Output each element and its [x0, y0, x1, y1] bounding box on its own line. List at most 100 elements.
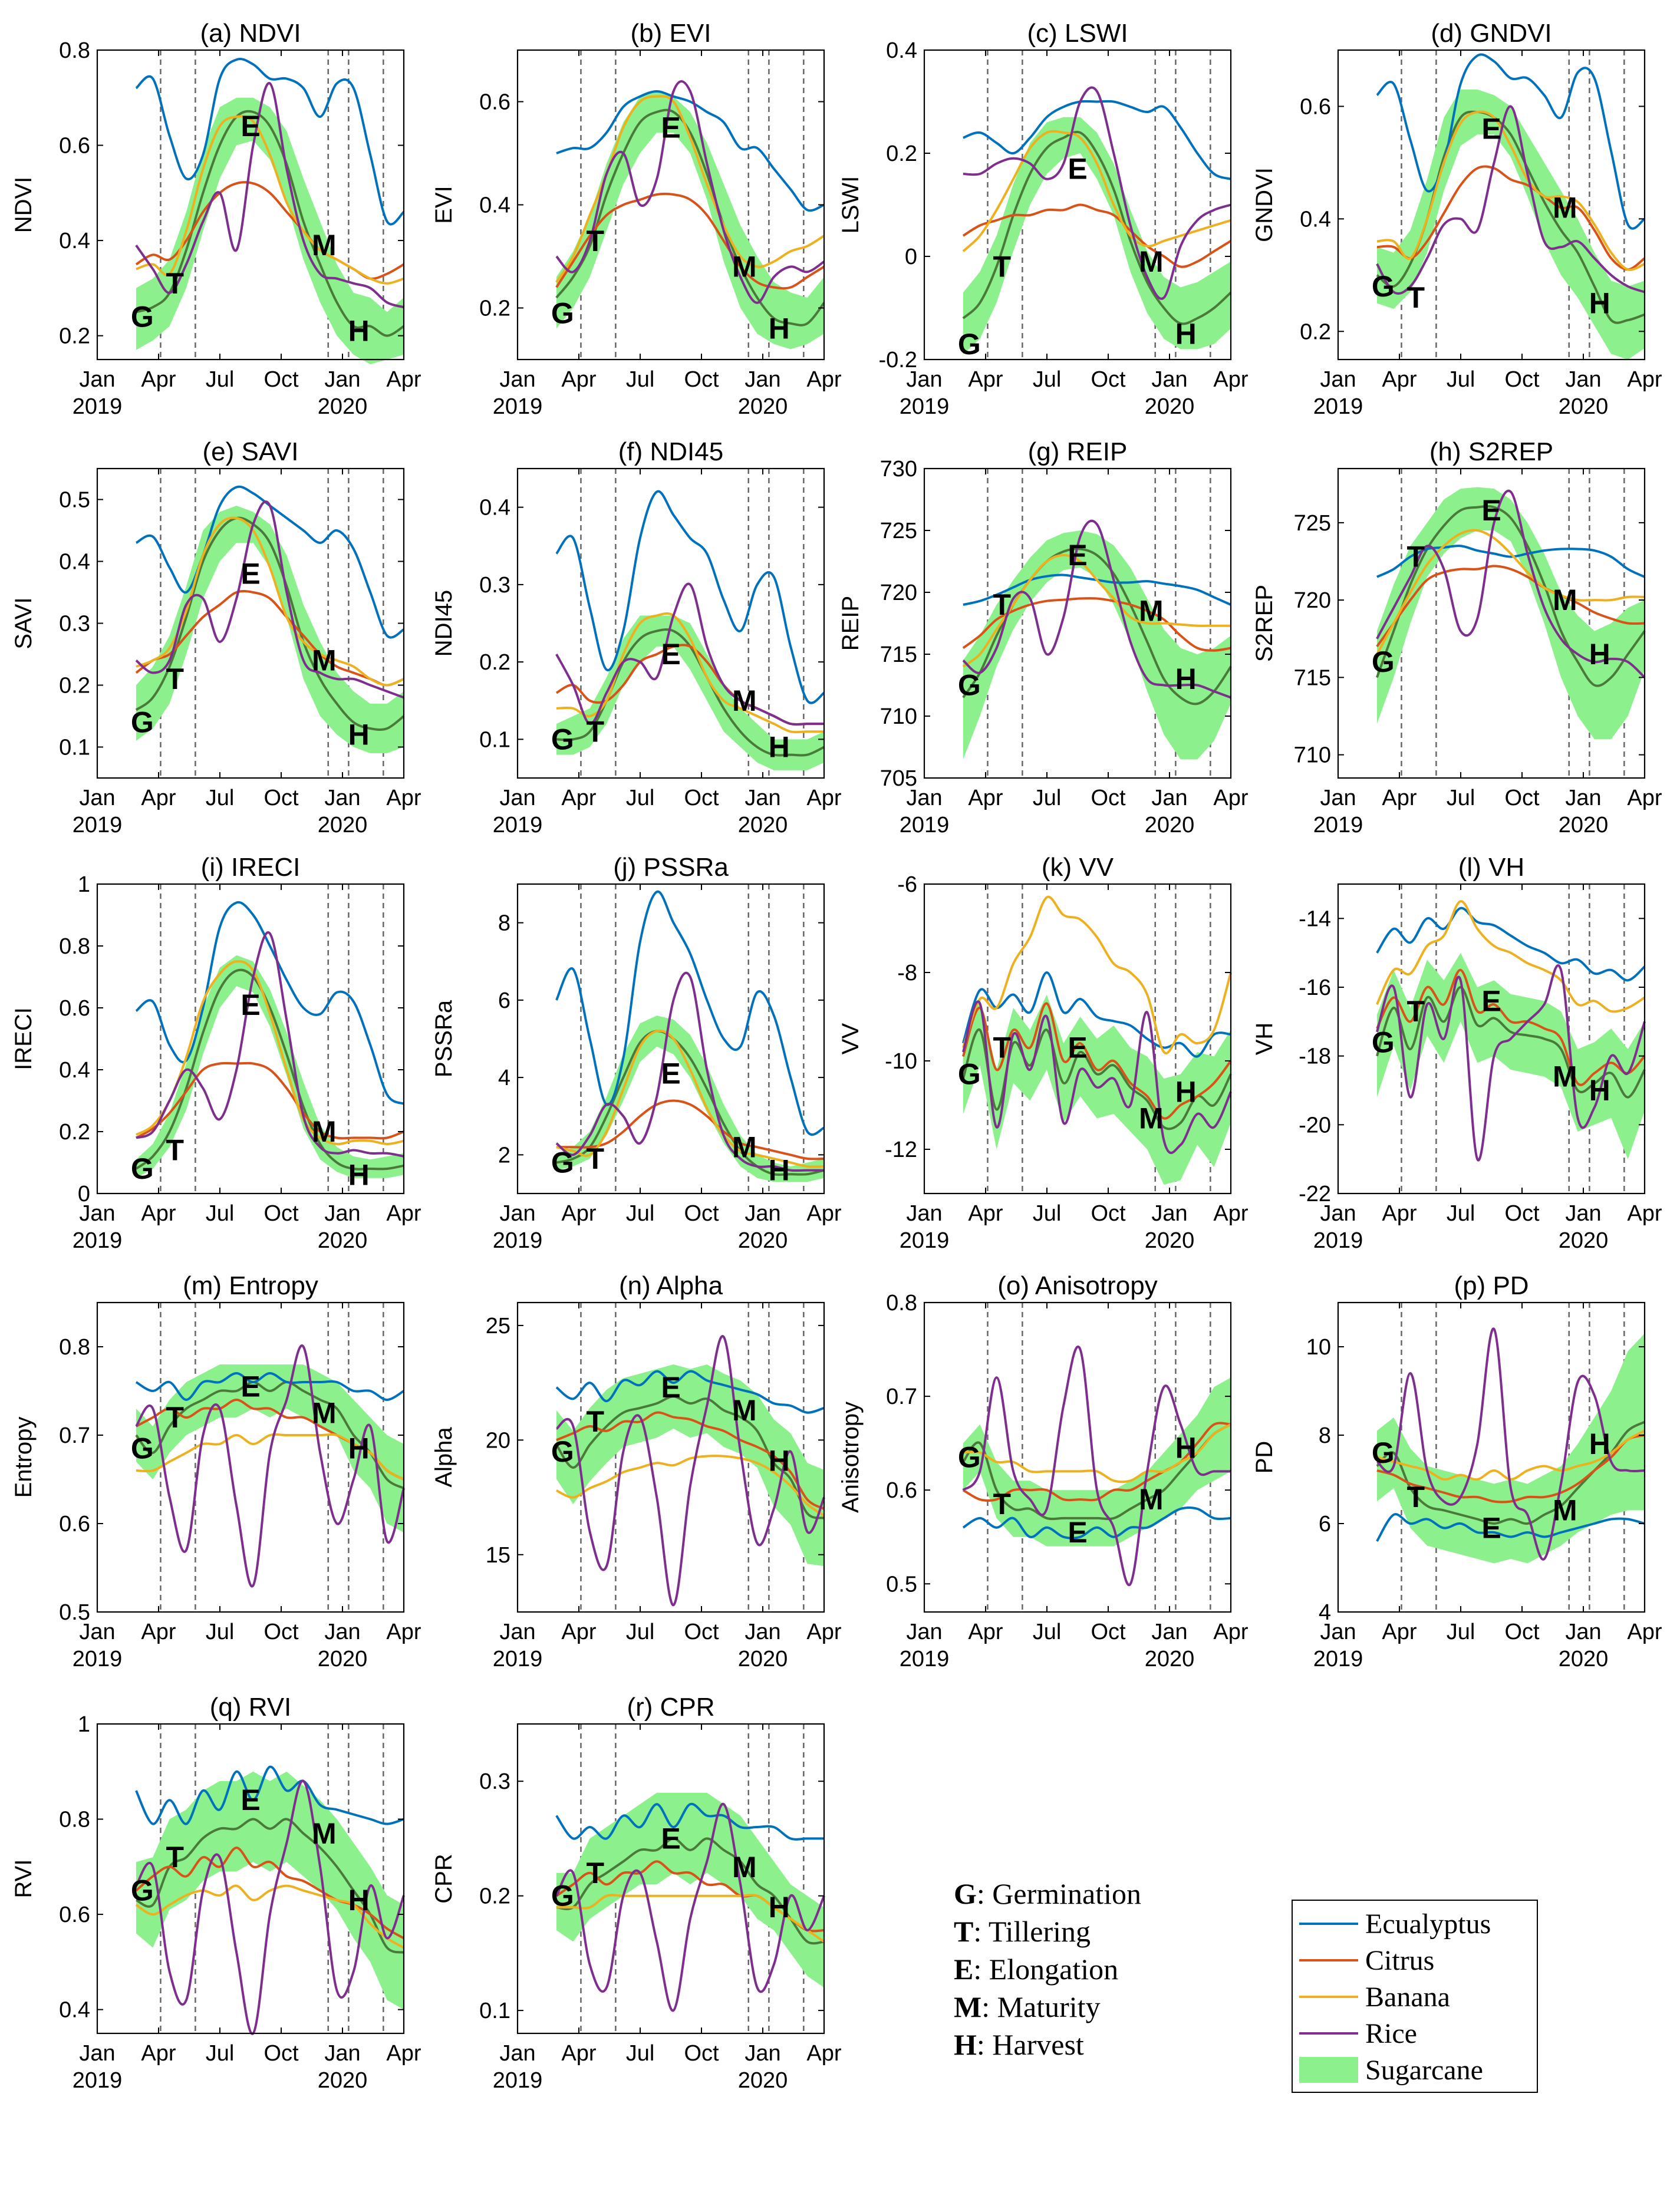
subplot-r: GT E MH 0.1 0.2 0.3 Jan Apr Jul Oct Jan Apr 2019 2020… — [431, 1693, 842, 2093]
x-year-label: 2020 — [318, 2068, 368, 2093]
axes-frame — [1337, 883, 1646, 1195]
sugarcane-range-band — [136, 1771, 404, 2010]
y-tick-label: 6 — [1319, 1512, 1331, 1537]
legend-swatch-sugarcane — [1299, 2057, 1358, 2083]
x-tick-label: Apr — [561, 1201, 596, 1226]
banana-line — [556, 1455, 825, 1517]
x-tick-label: Jul — [1447, 786, 1475, 810]
ecualyptus-line — [555, 1802, 824, 1841]
sugarcane-range-band — [556, 1792, 824, 1988]
y-tick-label: 8 — [1319, 1423, 1331, 1448]
x-tick-label: Apr — [386, 1201, 421, 1226]
y-tick-label: 20 — [486, 1428, 510, 1453]
x-year-label: 2019 — [73, 394, 123, 419]
rice-line — [961, 1000, 1232, 1154]
stage-key-item: H: Harvest — [954, 2028, 1084, 2061]
stage-label-G: G — [1372, 1026, 1395, 1059]
x-tick-label: Jul — [1447, 1620, 1475, 1644]
x-tick-label: Jan — [79, 786, 115, 810]
rice-line — [555, 971, 824, 1172]
x-tick-label: Apr — [968, 367, 1003, 392]
ecualyptus-line — [555, 490, 825, 704]
stage-label-T: T — [586, 715, 604, 748]
x-year-label: 2019 — [73, 813, 123, 838]
subplot-title: (p) PD — [1454, 1271, 1529, 1300]
axes-frame — [96, 883, 405, 1195]
citrus-line — [556, 1411, 825, 1510]
subplot-m: GT E MH 0.5 0.6 0.7 0.8 Jan Apr Jul Oct Jan Apr 2019 2… — [11, 1271, 421, 1671]
stage-label-G: G — [1372, 645, 1395, 678]
y-tick-label: 0.7 — [886, 1384, 917, 1409]
y-tick-label: -0.2 — [879, 348, 917, 372]
axes-frame — [96, 49, 405, 361]
subplot-title: (k) VV — [1042, 853, 1114, 882]
stage-label-H: H — [1589, 287, 1610, 320]
sugarcane-mean-line — [556, 1030, 825, 1176]
x-year-label: 2020 — [1145, 1228, 1195, 1253]
x-tick-label: Jan — [1151, 367, 1187, 392]
x-year-label: 2019 — [1313, 813, 1363, 838]
stage-label-H: H — [1175, 1076, 1197, 1109]
x-tick-label: Apr — [386, 786, 421, 810]
x-year-label: 2020 — [738, 1647, 788, 1671]
stage-key-letter: T — [954, 1915, 973, 1948]
stage-key-item: E: Elongation — [954, 1953, 1118, 1986]
sugarcane-mean-line — [962, 130, 1232, 325]
x-year-label: 2020 — [1559, 1647, 1609, 1671]
stage-label-M: M — [732, 1130, 757, 1163]
x-tick-label: Jul — [206, 367, 235, 392]
y-tick-label: 0.6 — [59, 1512, 90, 1537]
subplot-title: (l) VH — [1458, 853, 1524, 882]
x-tick-label: Jan — [745, 1201, 780, 1226]
ecualyptus-line — [961, 971, 1231, 1058]
x-tick-label: Jul — [1447, 367, 1475, 392]
y-tick-label: 0.4 — [59, 550, 90, 575]
banana-line — [963, 1423, 1231, 1483]
stage-label-H: H — [348, 1884, 370, 1917]
x-tick-label: Jan — [79, 2041, 115, 2066]
y-tick-label: -10 — [885, 1049, 917, 1074]
stage-label-M: M — [312, 1397, 337, 1430]
x-tick-label: Jan — [499, 2041, 535, 2066]
legend-label-banana: Banana — [1365, 1982, 1450, 2013]
banana-line — [555, 95, 825, 283]
stage-label-E: E — [1068, 152, 1087, 185]
x-year-label: 2020 — [738, 394, 788, 419]
y-tick-label: 10 — [1306, 1335, 1331, 1360]
stage-key-description: : Harvest — [977, 2028, 1084, 2061]
stage-label-M: M — [732, 684, 757, 717]
stage-label-G: G — [131, 1874, 154, 1907]
x-year-label: 2019 — [493, 1228, 543, 1253]
x-tick-label: Jul — [626, 786, 655, 810]
sugarcane-mean-line — [555, 108, 825, 327]
subplot-title: (j) PSSRa — [613, 853, 729, 882]
y-tick-label: 0.2 — [59, 674, 90, 698]
x-year-label: 2020 — [1559, 1228, 1609, 1253]
sugarcane-range-band — [963, 1377, 1231, 1547]
ecualyptus-line — [963, 100, 1231, 180]
x-tick-label: Jan — [79, 1201, 115, 1226]
x-tick-label: Jan — [1320, 367, 1356, 392]
axes-frame — [96, 1301, 405, 1613]
x-tick-label: Apr — [141, 367, 176, 392]
y-tick-label: 0.3 — [59, 612, 90, 637]
subplot-h: G T E MH 710 715 720 725 Jan Apr Jul Oct Jan Apr 2019 2… — [1251, 437, 1662, 838]
citrus-line — [1376, 565, 1645, 648]
stage-label-E: E — [661, 111, 680, 144]
x-tick-label: Jan — [1565, 1201, 1601, 1226]
ecualyptus-line — [555, 1370, 825, 1414]
x-tick-label: Apr — [1382, 1201, 1417, 1226]
stage-label-T: T — [993, 1488, 1011, 1521]
stage-label-M: M — [1553, 583, 1577, 616]
stage-label-G: G — [551, 296, 574, 329]
stage-label-E: E — [241, 1783, 260, 1816]
subplot-k: GT E MH -12 -10 -8 -6 Jan Apr Jul Oct Jan Apr 2019 202… — [838, 853, 1249, 1253]
subplot-title: (r) CPR — [627, 1693, 714, 1722]
plot-area — [97, 884, 404, 1194]
y-tick-label: 0.6 — [59, 996, 90, 1021]
growth-stage-key: G: Germination T: Tillering E: Elongation M… — [948, 1874, 1254, 2075]
y-tick-label: 0.3 — [479, 573, 510, 598]
x-tick-label: Jul — [206, 2041, 235, 2066]
